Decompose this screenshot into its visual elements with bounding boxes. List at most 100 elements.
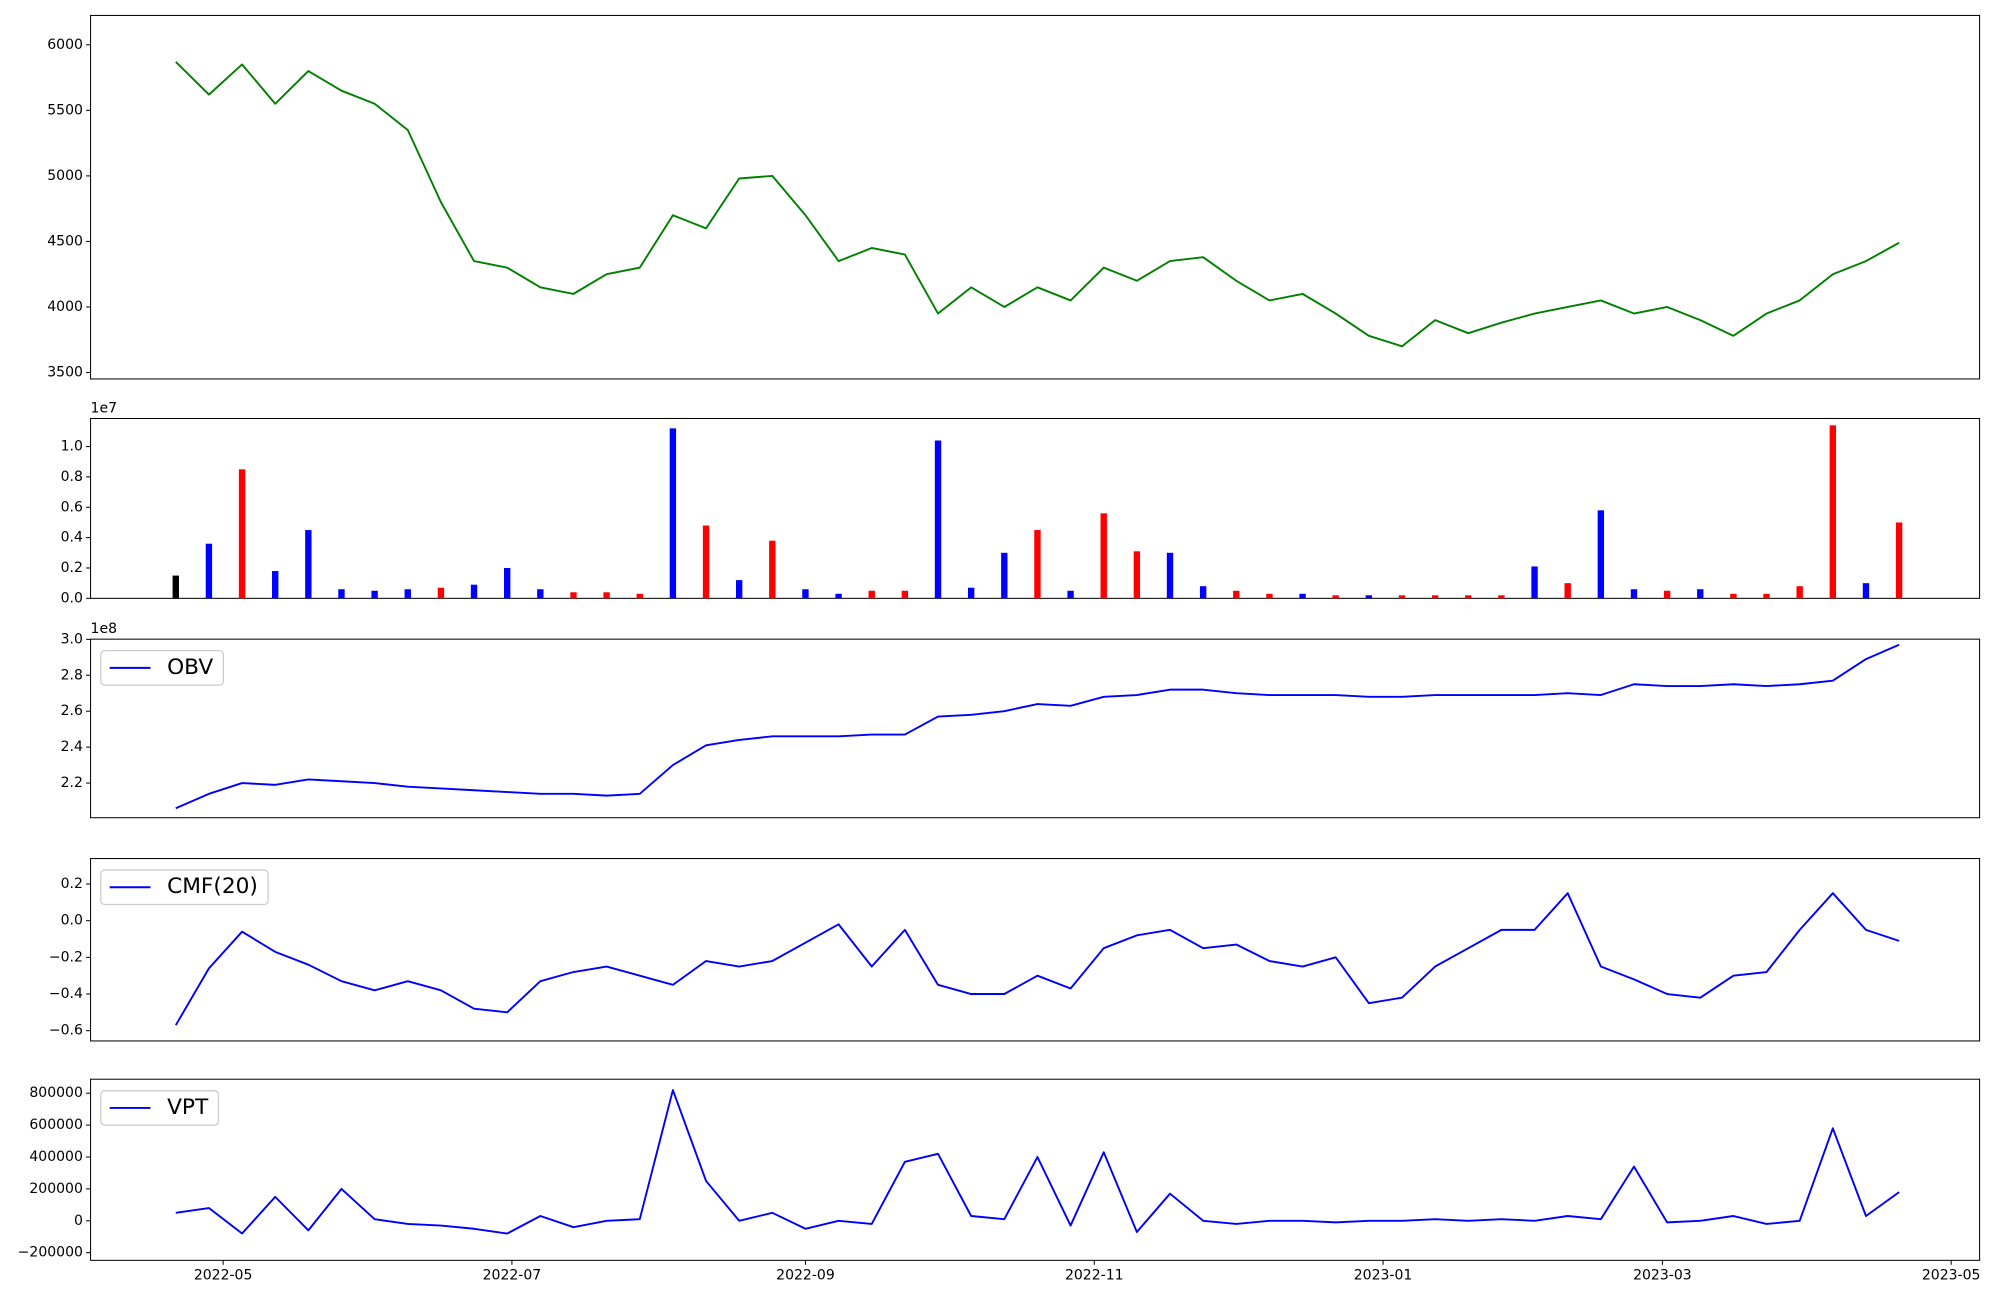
volume-bar <box>901 590 909 599</box>
y-tick-label: 600000 <box>29 1117 83 1133</box>
volume-bar <box>1564 583 1571 599</box>
volume-bar <box>1465 595 1472 599</box>
volume-bar <box>1233 590 1240 599</box>
y-tick-label: 4000 <box>47 299 83 315</box>
y-tick-label: 0 <box>74 1213 83 1229</box>
x-tick-label: 2022-07 <box>483 1268 542 1284</box>
y-tick-label: −0.4 <box>49 986 83 1002</box>
y-tick-label: 2.8 <box>61 667 83 683</box>
axis-offset-label: 1e7 <box>91 400 117 416</box>
volume-bar <box>238 469 246 599</box>
x-tick-label: 2023-01 <box>1354 1268 1413 1284</box>
y-tick-label: 0.2 <box>61 876 83 892</box>
x-tick-label: 2022-11 <box>1065 1268 1124 1284</box>
volume-bar <box>305 530 312 599</box>
plot-frame <box>90 638 1981 819</box>
volume-bar <box>1697 589 1704 599</box>
axis-offset-label: 1e8 <box>91 621 117 637</box>
y-tick-label: 0.6 <box>61 499 83 515</box>
volume-bar <box>1431 595 1439 599</box>
y-tick-label: 1.0 <box>61 439 83 455</box>
volume-bar <box>570 592 577 599</box>
volume-bar <box>1829 425 1837 599</box>
y-tick-label: 0.0 <box>61 913 83 929</box>
volume-bar <box>404 589 411 599</box>
volume-bar <box>1498 595 1505 599</box>
volume-bar <box>603 592 610 599</box>
y-tick-label: 800000 <box>29 1085 83 1101</box>
volume-bar <box>537 589 544 599</box>
volume-bar <box>1895 522 1903 599</box>
y-tick-label: 0.4 <box>61 530 83 546</box>
volume-bar <box>1663 590 1671 599</box>
plot-frame <box>90 14 1981 380</box>
legend-text: VPT <box>167 1095 209 1120</box>
y-tick-label: 0.8 <box>61 469 83 485</box>
volume-bar <box>636 593 643 599</box>
volume-bar <box>769 540 776 599</box>
volume-bar <box>1597 510 1605 599</box>
y-tick-label: 200000 <box>29 1181 83 1197</box>
legend-text: OBV <box>167 655 213 680</box>
volume-bar <box>1531 566 1538 599</box>
x-tick-label: 2022-05 <box>194 1268 253 1284</box>
volume-bar <box>272 571 279 599</box>
volume-bar <box>1067 590 1074 599</box>
legend-box <box>100 869 269 906</box>
volume-bar <box>338 589 345 599</box>
volume-bar <box>802 589 809 599</box>
volume-bar <box>1034 530 1041 599</box>
volume-bar <box>868 590 875 599</box>
y-tick-label: 0.2 <box>61 560 83 576</box>
y-tick-label: 0.0 <box>61 590 83 606</box>
volume-bar <box>1332 595 1339 599</box>
y-tick-label: 2.4 <box>61 739 83 755</box>
legend-box <box>100 1090 220 1126</box>
legend-box <box>100 650 225 686</box>
volume-bar <box>1001 552 1008 599</box>
volume-bar <box>1398 595 1406 599</box>
volume-bar <box>1299 593 1306 599</box>
y-tick-label: −200000 <box>18 1245 83 1261</box>
y-tick-label: 4500 <box>47 233 83 249</box>
price-line <box>175 61 1900 348</box>
plot-frame <box>90 858 1981 1042</box>
indicator-line <box>175 643 1900 810</box>
volume-bar <box>504 567 511 599</box>
volume-bar <box>437 587 445 599</box>
x-tick-label: 2023-05 <box>1922 1268 1981 1284</box>
y-tick-label: 5500 <box>47 102 83 118</box>
y-tick-label: 2.2 <box>61 775 83 791</box>
plot-frame <box>90 417 1981 599</box>
volume-bar <box>1100 513 1107 599</box>
volume-bar <box>470 584 478 599</box>
y-tick-label: 2.6 <box>61 703 83 719</box>
volume-bar <box>669 428 677 599</box>
plot-frame <box>90 1078 1981 1261</box>
indicator-line <box>175 1089 1900 1235</box>
volume-bar <box>934 440 942 599</box>
y-tick-label: 3500 <box>47 365 83 381</box>
volume-bar <box>702 525 710 599</box>
indicator-line <box>174 892 1900 1026</box>
volume-bar <box>1630 589 1638 599</box>
y-tick-label: 3.0 <box>61 631 83 647</box>
y-tick-label: 400000 <box>29 1149 83 1165</box>
y-tick-label: −0.6 <box>49 1023 83 1039</box>
y-tick-label: 6000 <box>47 37 83 53</box>
volume-bar <box>205 543 213 599</box>
volume-bar <box>371 590 378 599</box>
volume-bar <box>1763 593 1770 599</box>
volume-bar <box>1796 586 1803 599</box>
y-tick-label: −0.2 <box>49 949 83 965</box>
x-tick-label: 2022-09 <box>776 1268 835 1284</box>
volume-bar <box>835 593 842 599</box>
volume-bar <box>1266 593 1273 599</box>
y-tick-label: 5000 <box>47 168 83 184</box>
volume-bar <box>1133 551 1141 599</box>
volume-bar <box>1166 552 1174 599</box>
volume-bar <box>1199 586 1207 599</box>
x-tick-label: 2023-03 <box>1633 1268 1692 1284</box>
